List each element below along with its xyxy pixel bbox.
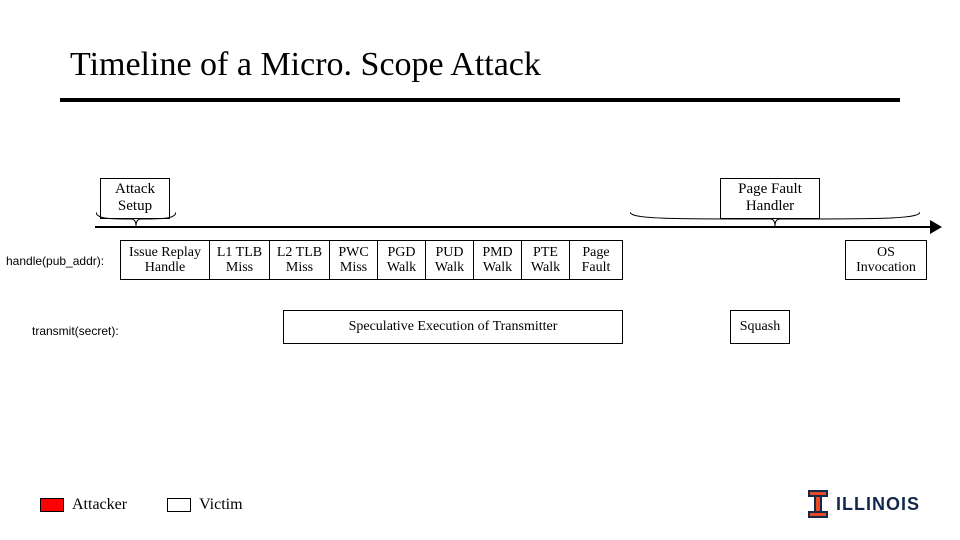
os-invocation-cell: OS Invocation (845, 240, 927, 280)
row1-cell-0-l1: Issue Replay (129, 245, 201, 260)
row1-cell-7-l1: PTE (533, 245, 558, 260)
spec-text: Speculative Execution of Transmitter (349, 319, 558, 334)
row1-cell-5-l2: Walk (435, 260, 464, 275)
block-i-icon (808, 490, 828, 518)
row1-cell-1-l2: Miss (226, 260, 253, 275)
row1-cell-7: PTEWalk (522, 240, 570, 280)
row1-cell-3-l2: Miss (340, 260, 367, 275)
row1-cell-8: PageFault (570, 240, 623, 280)
victim-swatch (167, 498, 191, 512)
brace-attack-setup (96, 212, 176, 226)
row1-cell-4-l1: PGD (387, 245, 415, 260)
legend-victim: Victim (199, 496, 242, 514)
row1-cell-1-l1: L1 TLB (217, 245, 262, 260)
row-label-handle: handle(pub_addr): (6, 254, 104, 268)
row1-cell-2: L2 TLBMiss (270, 240, 330, 280)
title-underline (60, 98, 900, 102)
row1-cell-5: PUDWalk (426, 240, 474, 280)
row1-cell-8-l2: Fault (582, 260, 611, 275)
timeline-line (95, 226, 935, 228)
attack-setup-l1: Attack (105, 181, 165, 198)
row1-cell-3: PWCMiss (330, 240, 378, 280)
row1: Issue ReplayHandleL1 TLBMissL2 TLBMissPW… (120, 240, 623, 280)
legend-attacker: Attacker (72, 496, 127, 514)
slide-title: Timeline of a Micro. Scope Attack (70, 46, 541, 84)
row1-cell-3-l1: PWC (338, 245, 368, 260)
row1-cell-6: PMDWalk (474, 240, 522, 280)
row1-cell-0-l2: Handle (145, 260, 185, 275)
row1-cell-1: L1 TLBMiss (210, 240, 270, 280)
row1-cell-6-l2: Walk (483, 260, 512, 275)
row1-cell-4-l2: Walk (387, 260, 416, 275)
squash-cell: Squash (730, 310, 790, 344)
row1-cell-7-l2: Walk (531, 260, 560, 275)
illinois-text: ILLINOIS (836, 494, 920, 515)
row1-cell-6-l1: PMD (482, 245, 512, 260)
squash-text: Squash (740, 319, 780, 334)
row1-cell-4: PGDWalk (378, 240, 426, 280)
illinois-logo: ILLINOIS (808, 490, 920, 518)
speculative-execution-cell: Speculative Execution of Transmitter (283, 310, 623, 344)
os-l2: Invocation (856, 260, 916, 275)
row1-cell-0: Issue ReplayHandle (120, 240, 210, 280)
row1-cell-2-l1: L2 TLB (277, 245, 322, 260)
pfh-l1: Page Fault (725, 181, 815, 198)
os-l1: OS (877, 245, 895, 260)
legend: Attacker Victim (40, 496, 243, 514)
row1-cell-5-l1: PUD (435, 245, 463, 260)
attacker-swatch (40, 498, 64, 512)
row1-cell-2-l2: Miss (286, 260, 313, 275)
brace-pfh (630, 212, 920, 226)
row1-cell-8-l1: Page (582, 245, 609, 260)
row-label-transmit: transmit(secret): (32, 324, 119, 338)
timeline-arrowhead (930, 220, 942, 234)
